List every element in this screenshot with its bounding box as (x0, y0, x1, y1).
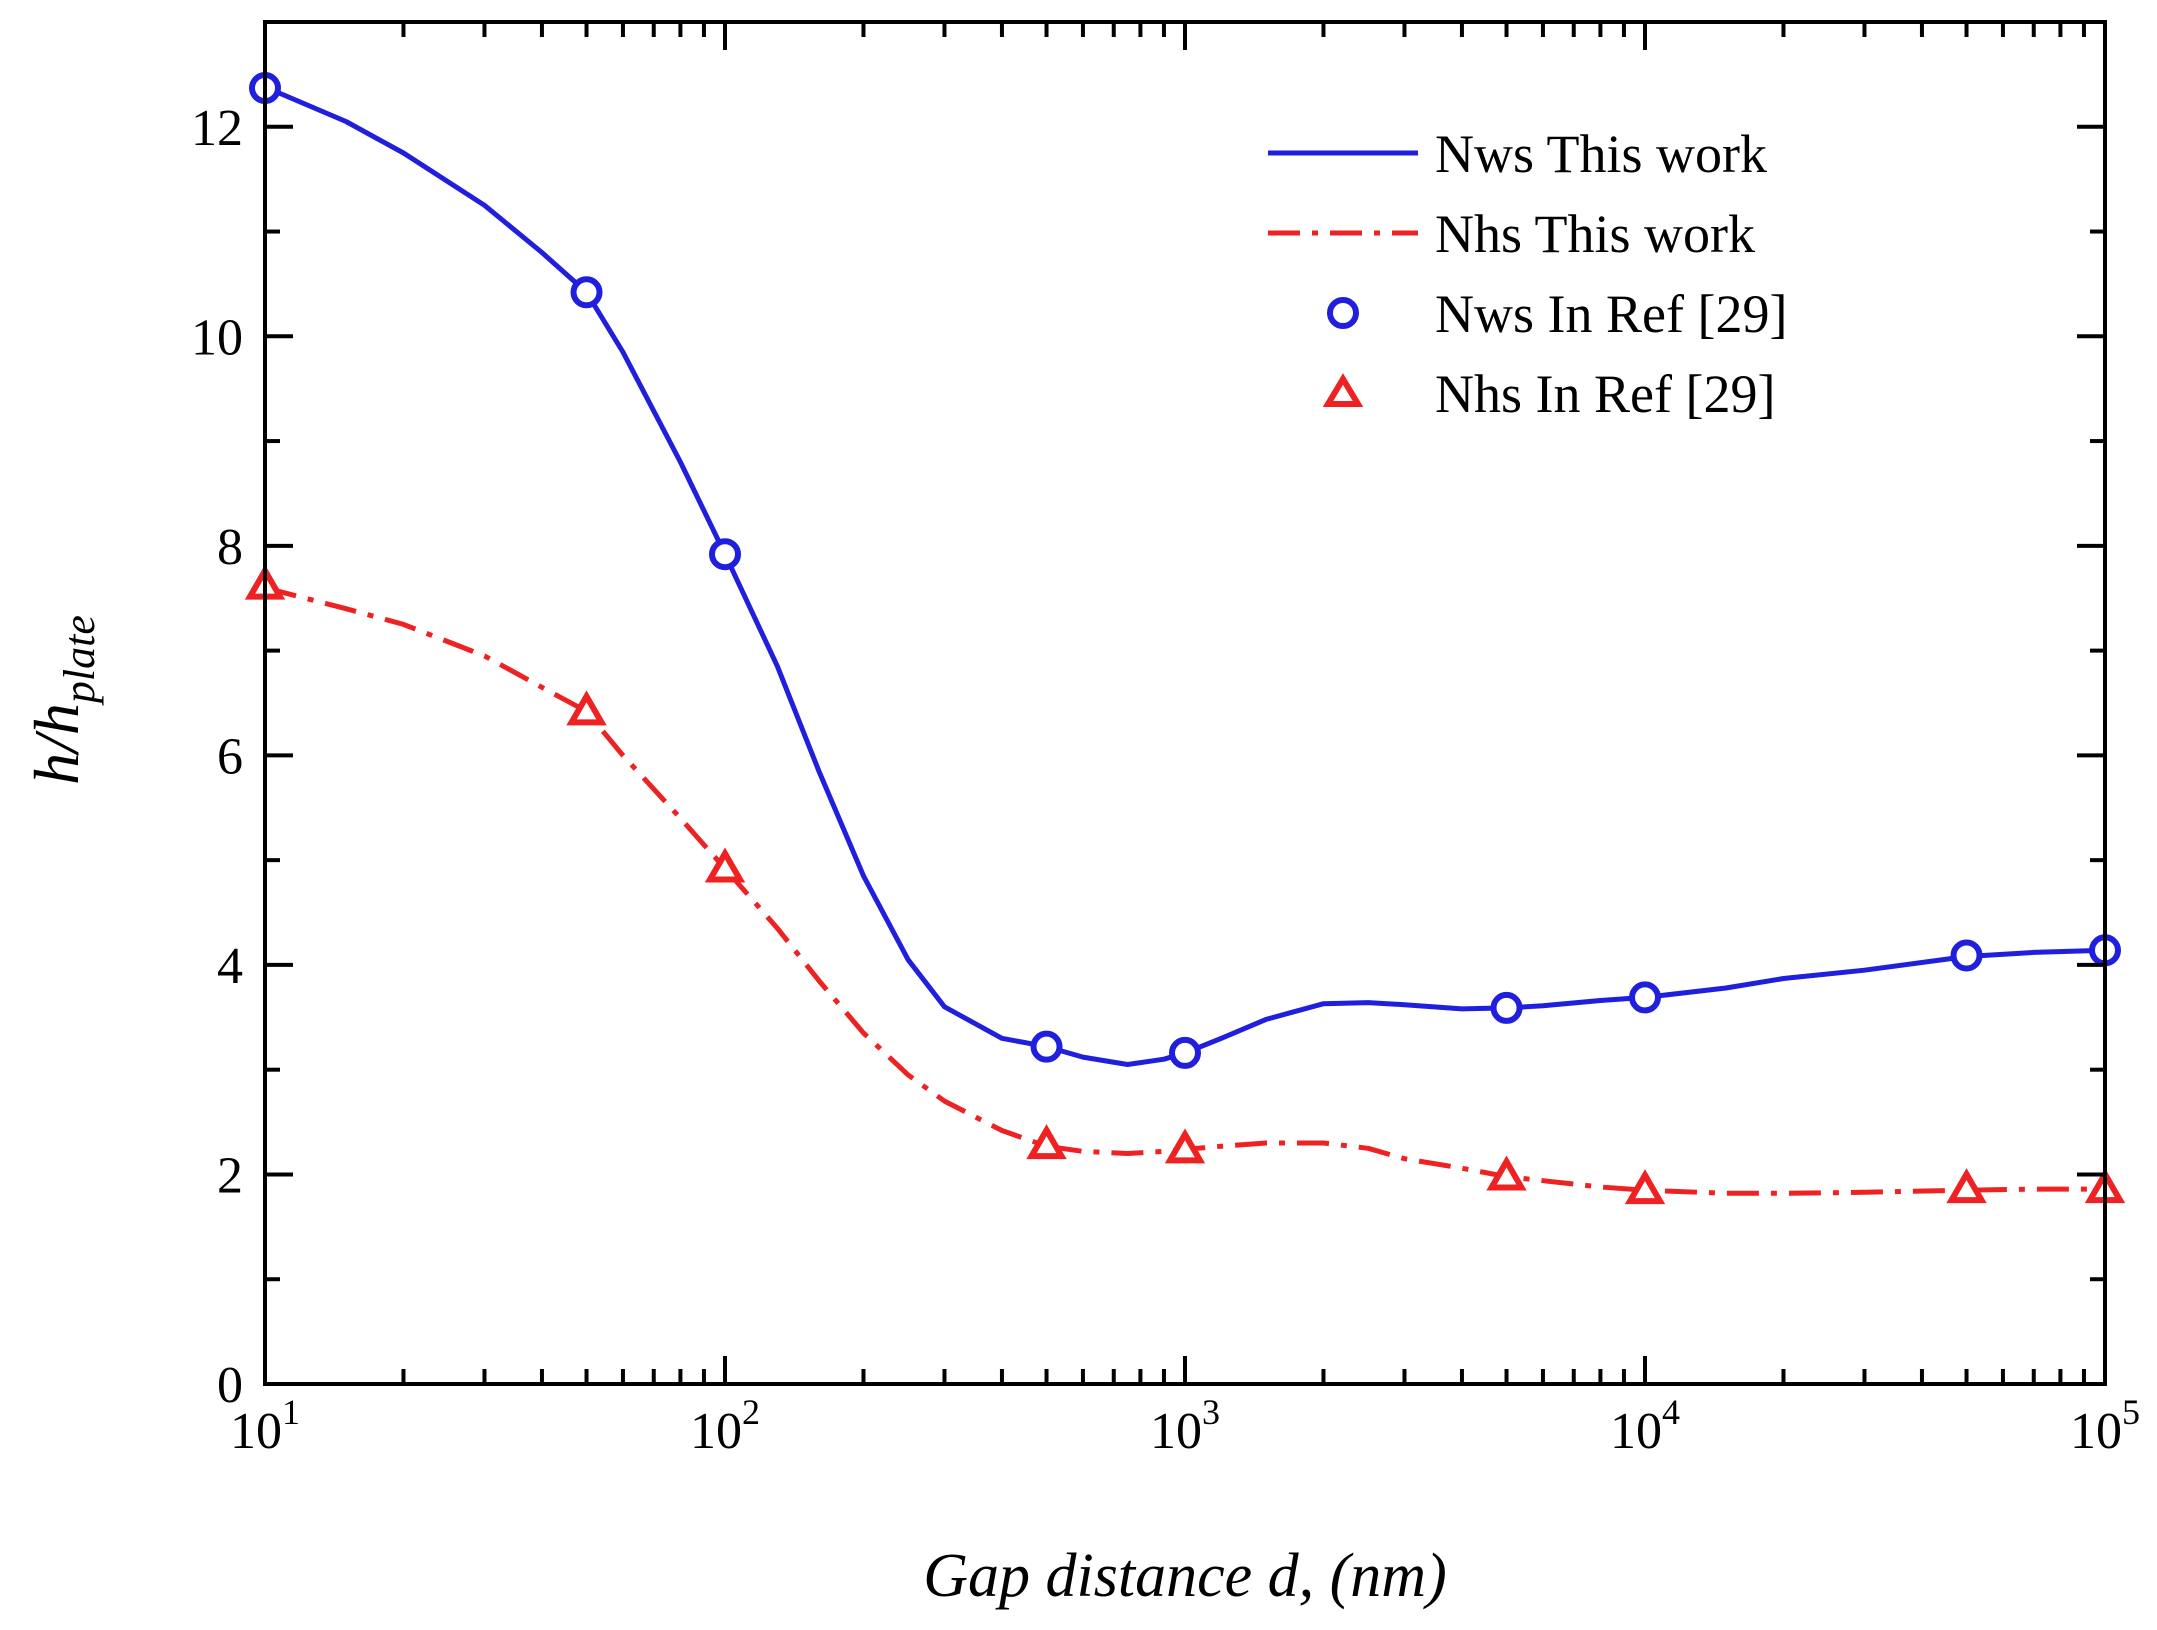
data-point-nhs-ref (704, 847, 746, 883)
plot-frame (263, 20, 2107, 1386)
x-tick-label-exponent: 2 (742, 1392, 760, 1432)
x-tick-label-base: 10 (690, 1403, 742, 1460)
y-tick-label: 12 (191, 100, 243, 157)
x-tick-label: 103 (1150, 1392, 1220, 1460)
legend-swatch-nws-marker (1327, 297, 1359, 329)
y-axis-label: h/hplate (21, 615, 104, 785)
x-tick-label: 104 (1610, 1392, 1680, 1460)
y-tick-label: 10 (191, 309, 243, 366)
x-tick-labels: 101 102 103 104 105 (230, 1392, 2140, 1460)
data-point-nws-ref (1169, 1036, 1201, 1069)
x-tick-label: 102 (690, 1392, 760, 1460)
data-point-nws-ref (709, 538, 741, 571)
y-tick-label: 4 (217, 938, 243, 995)
data-point-nws-ref (1490, 991, 1523, 1024)
data-point-nhs-ref (566, 690, 607, 726)
legend-label-nhs-line: Nhs This work (1435, 204, 1755, 264)
data-point-nhs-ref (1624, 1169, 1666, 1205)
y-axis-label-main: h/h (21, 703, 92, 785)
x-tick-label-base: 10 (1150, 1403, 1202, 1460)
data-point-nhs-ref (1946, 1168, 1987, 1204)
x-tick-label-exponent: 5 (2122, 1392, 2140, 1432)
data-point-nhs-ref (1486, 1155, 1527, 1191)
legend: Nws This work Nhs This work Nws In Ref [… (1268, 124, 1787, 424)
data-point-nhs-ref (1026, 1124, 1067, 1160)
series-line-nhs-this-work (264, 585, 2105, 1196)
x-tick-label-exponent: 4 (1662, 1392, 1680, 1432)
y-tick-label: 6 (217, 728, 243, 785)
data-point-nws-ref (1950, 939, 1983, 972)
x-tick-label-exponent: 1 (282, 1392, 300, 1432)
y-tick-label: 0 (217, 1357, 243, 1414)
y-axis-label-subscript: plate (55, 615, 104, 706)
y-tick-label: 8 (217, 519, 243, 576)
legend-label-nws-marker: Nws In Ref [29] (1435, 284, 1787, 344)
series-layer (244, 72, 2126, 1205)
x-tick-label-exponent: 3 (1202, 1392, 1220, 1432)
y-tick-labels: 0 2 4 6 8 10 12 (191, 100, 243, 1414)
x-tick-label-base: 10 (1610, 1403, 1662, 1460)
y-tick-label: 2 (217, 1147, 243, 1204)
x-tick-label: 105 (2070, 1392, 2140, 1460)
x-tick-label: 101 (230, 1392, 300, 1460)
data-point-nws-ref (1629, 981, 1661, 1014)
legend-label-nhs-marker: Nhs In Ref [29] (1435, 364, 1775, 424)
data-point-nws-ref (570, 276, 603, 309)
data-point-nws-ref (1030, 1030, 1063, 1063)
x-tick-label-base: 10 (230, 1403, 282, 1460)
legend-label-nws-line: Nws This work (1435, 124, 1767, 184)
x-axis-label: Gap distance d, (nm) (923, 1542, 1446, 1610)
legend-swatch-nhs-marker (1322, 373, 1364, 407)
x-tick-label-base: 10 (2070, 1403, 2122, 1460)
data-point-nhs-ref (1164, 1128, 1206, 1164)
